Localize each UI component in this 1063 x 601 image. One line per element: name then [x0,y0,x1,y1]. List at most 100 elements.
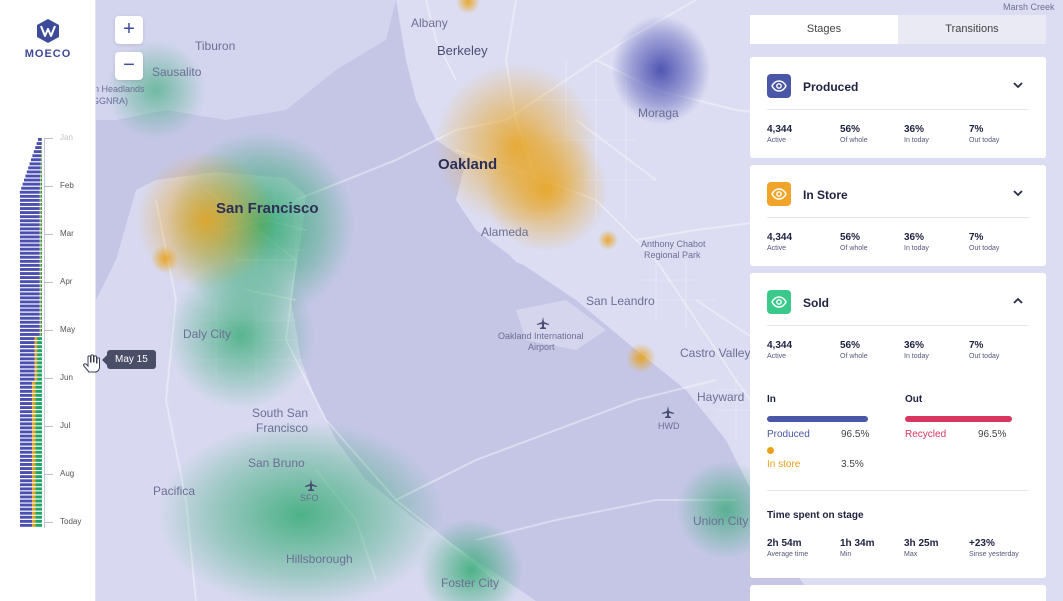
brand-logo[interactable]: MOECO [22,18,74,60]
month-label-feb[interactable]: Feb [60,181,74,190]
timeline-bar-segment [39,272,41,275]
timeline-bar-segment [24,178,41,182]
tab-stages[interactable]: Stages [750,15,898,44]
timeline-bar-segment [40,276,42,279]
timeline-bar-segment [20,292,40,296]
timeline-bar-segment [35,418,42,422]
month-label-today[interactable]: Today [60,517,82,526]
timeline-bar-segment [32,511,36,515]
stage-title: Produced [803,80,859,94]
timeline-bar-segment [40,300,42,304]
timeline-bar-segment [40,219,42,223]
timeline-bar-segment [20,239,40,243]
timeline-bar-segment [32,503,36,507]
timeline-bar-segment [35,393,42,397]
zoom-in-button[interactable]: + [115,16,143,44]
timeline-bar-segment [41,170,42,174]
timeline-bar-segment [40,272,42,275]
timeline-bar-segment [40,328,42,332]
timeline-bar-segment [32,385,36,389]
place-label: Airport [528,342,555,352]
timeline-bar-segment [39,235,41,239]
timeline-bar-segment [20,316,40,320]
chevron-up-icon[interactable] [1012,295,1024,307]
chevron-down-icon[interactable] [1012,187,1024,199]
month-label-aug[interactable]: Aug [60,469,75,478]
tab-transitions[interactable]: Transitions [945,23,999,35]
month-label-jun[interactable]: Jun [60,373,73,382]
timeline-bar-segment [20,223,40,227]
timeline-bar-segment [32,515,36,519]
timeline-bar-segment [25,174,41,178]
timeline-bar-segment [20,324,40,328]
timeline-bar-segment [37,341,42,344]
brand-name: MOECO [24,48,72,60]
stage-card-in-store[interactable]: In Store 4,344 Active 56% Of whole 36% In t… [750,165,1046,266]
timeline-bar-segment [20,304,40,308]
timeline-bar-segment [35,398,42,401]
timeline-bar-segment [35,467,42,470]
timeline-bar-segment [32,430,36,434]
stat-active: 4,344 Active [767,124,793,144]
timeline-bar-segment [39,215,41,219]
timeline-bar-segment [32,434,36,438]
timeline-bar-segment [20,259,40,263]
month-label-may[interactable]: May [60,325,76,334]
timeline-bar-segment [20,231,40,235]
time-average: 2h 54m Average time [767,538,809,558]
timeline-bar-segment [40,324,42,328]
chevron-down-icon[interactable] [1012,79,1024,91]
timeline-bar-segment [34,357,38,361]
timeline-bar-segment [34,377,38,381]
timeline-axis [44,138,45,528]
timeline-sidebar: MOECO Jan Feb Mar Apr May Jun Jul Aug To… [0,0,96,601]
timeline-bar-segment [20,203,40,206]
in-flows-heading: In [767,394,776,405]
eye-icon [771,80,787,92]
timeline-bar-segment [34,337,38,340]
timeline-bar-segment [20,247,40,251]
timeline-bar-segment [34,373,38,377]
timeline-bar-segment [41,166,42,170]
timeline-bar-segment [35,499,42,503]
place-label: Oakland [438,156,498,173]
month-label-apr[interactable]: Apr [60,277,73,286]
timeline-bar-segment [37,345,42,349]
timeline-bar-segment [39,320,41,324]
timeline-bar-segment [32,402,36,405]
flow-bar-in-store [767,447,774,454]
timeline-bar-segment [20,308,40,312]
timeline-bar-segment [20,207,40,210]
stage-card-produced[interactable]: Produced 4,344 Active 56% Of whole 36% In t… [750,57,1046,158]
timeline-bar-segment [20,227,40,231]
timeline-bar-segment [20,389,33,393]
timeline-bar-segment [35,442,42,446]
timeline-bar-segment [33,150,42,154]
timeline-bar-segment [20,357,35,361]
timeline-bar-segment [37,337,42,340]
timeline-bar-segment [40,333,42,336]
timeline-bar-segment [35,454,42,458]
timeline-bar-segment [40,312,42,316]
timeline-bar-segment [20,365,35,369]
timeline-bar-segment [39,194,41,198]
timeline-bar-segment [35,475,42,479]
timeline-bar-segment [32,454,36,458]
airport-icon [305,479,317,491]
moeco-logo-icon [37,19,59,43]
place-label: San Francisco [216,200,319,217]
timeline-bar-segment [40,182,41,186]
zoom-out-button[interactable]: − [115,52,143,80]
timeline-bar-segment [20,312,40,316]
stage-card-sold[interactable]: Sold 4,344 Active 56% Of whole 36% In today… [750,273,1046,578]
timeline-bar-segment [41,174,42,178]
timeline-bar-segment [40,227,42,231]
place-label: South San [252,406,309,420]
timeline-histogram[interactable] [18,138,42,528]
stat-out-today: 7% Out today [969,124,1000,144]
stage-card-next[interactable] [750,585,1046,601]
month-label-jul[interactable]: Jul [60,421,71,430]
flow-value-in-store: 3.5% [841,459,864,470]
month-label-mar[interactable]: Mar [60,229,74,238]
timeline-bar-segment [35,507,42,511]
